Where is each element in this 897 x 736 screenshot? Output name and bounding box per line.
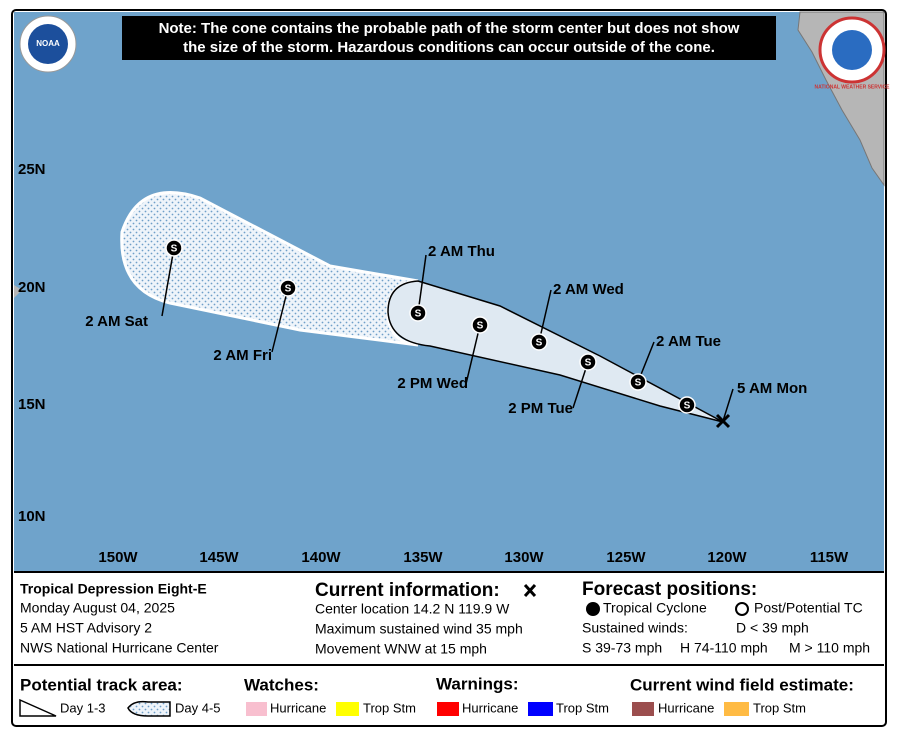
storm-symbol: S: [536, 338, 543, 349]
storm-symbol: S: [477, 321, 484, 332]
day13: Day 1-3: [60, 700, 106, 715]
lon-label: 150W: [98, 549, 138, 566]
storm-point: [409, 304, 427, 322]
storm-point: [471, 316, 489, 334]
storm-symbol: S: [585, 358, 592, 369]
lon-label: 145W: [199, 549, 239, 566]
current-title: Current information:: [315, 580, 500, 601]
forecast-label: 2 PM Wed: [397, 375, 468, 392]
storm-point: [629, 373, 647, 391]
map-layer: 25N 20N 15N 10N 150W 145W 140W 135W 130W 125W 120W…: [18, 161, 849, 566]
wind-d: D < 39 mph: [736, 620, 809, 636]
noaa-text: NOAA: [36, 39, 60, 48]
lon-label: 135W: [403, 549, 443, 566]
post-label: Post/Potential TC: [754, 600, 863, 616]
center: NWS National Hurricane Center: [20, 640, 219, 656]
watch-tropstm: Trop Stm: [363, 700, 416, 715]
storm-symbol: S: [171, 244, 178, 255]
wind-h: H 74-110 mph: [680, 640, 768, 656]
forecast-label: 2 AM Sat: [85, 313, 148, 330]
forecast-label: 2 AM Wed: [553, 281, 624, 298]
swatch: [336, 702, 359, 716]
x-icon: [523, 583, 537, 598]
leader-line: [465, 324, 481, 385]
land: [14, 285, 22, 298]
nws-text: NATIONAL WEATHER SERVICE: [815, 84, 891, 90]
storm-date: Monday August 04, 2025: [20, 600, 175, 616]
track-title: Potential track area:: [20, 675, 183, 694]
forecast-title: Forecast positions:: [582, 579, 757, 600]
lat-label: 10N: [18, 508, 46, 525]
lon-label: 115W: [810, 549, 849, 566]
forecast-label: 2 AM Tue: [656, 333, 721, 350]
warn-hurricane: Hurricane: [462, 700, 518, 715]
watch-hurricane: Hurricane: [270, 700, 326, 715]
wind-hurricane: Hurricane: [658, 700, 714, 715]
swatch: [528, 702, 553, 716]
leader-line: [417, 254, 427, 314]
forecast-label: 2 AM Thu: [428, 243, 495, 260]
current-position: [715, 413, 731, 429]
storm-symbol: S: [684, 401, 691, 412]
nws-logo: [832, 30, 872, 70]
lat-label: 15N: [18, 396, 46, 413]
storm-symbol: S: [285, 284, 292, 295]
day45: Day 4-5: [175, 700, 221, 715]
lat-label: 25N: [18, 161, 46, 178]
forecast-label: 2 AM Fri: [213, 347, 272, 364]
day13-icon: [19, 698, 57, 717]
watches-title: Watches:: [244, 675, 319, 694]
storm-point: [165, 239, 183, 257]
winds-label: Sustained winds:: [582, 620, 688, 636]
movement: Movement WNW at 15 mph: [315, 641, 487, 657]
wind-m: M > 110 mph: [789, 640, 870, 656]
swatch: [632, 702, 654, 716]
storm-symbol: S: [415, 309, 422, 320]
note: the size of the storm. Hazardous conditi…: [183, 39, 715, 56]
warn-tropstm: Trop Stm: [556, 700, 609, 715]
post-icon: [735, 602, 749, 616]
note: Note: The cone contains the probable pat…: [159, 20, 740, 37]
storm-point: [579, 353, 597, 371]
lon-strip: [14, 545, 884, 572]
lon-label: 120W: [707, 549, 747, 566]
max-wind: Maximum sustained wind 35 mph: [315, 621, 523, 637]
lon-label: 130W: [504, 549, 544, 566]
lon-label: 140W: [301, 549, 341, 566]
lon-label: 125W: [606, 549, 646, 566]
warnings-title: Warnings:: [436, 674, 518, 693]
advisory: 5 AM HST Advisory 2: [20, 620, 152, 636]
tc-icon: [586, 602, 600, 616]
note-box: [122, 16, 776, 60]
wind-tropstm: Trop Stm: [753, 700, 806, 715]
storm-point: [279, 279, 297, 297]
storm-point: [678, 396, 696, 414]
storm-symbol: S: [635, 378, 642, 389]
location: Center location 14.2 N 119.9 W: [315, 601, 510, 617]
storm-name: Tropical Depression Eight-E: [20, 581, 207, 597]
day45-icon: [127, 700, 171, 717]
leader-line: [161, 247, 175, 317]
leader-line: [271, 287, 289, 353]
forecast-label: 2 PM Tue: [508, 400, 573, 417]
swatch: [437, 702, 459, 716]
forecast-label: 5 AM Mon: [737, 380, 807, 397]
noaa-logo: [28, 24, 68, 64]
lat-label: 20N: [18, 279, 46, 296]
tc-label: Tropical Cyclone: [603, 600, 707, 616]
swatch: [246, 702, 267, 716]
wind-title: Current wind field estimate:: [630, 675, 854, 694]
wind-s: S 39-73 mph: [582, 640, 662, 656]
swatch: [724, 702, 749, 716]
leader-line: [538, 289, 552, 343]
leader-line: [722, 388, 734, 422]
storm-point: [530, 333, 548, 351]
